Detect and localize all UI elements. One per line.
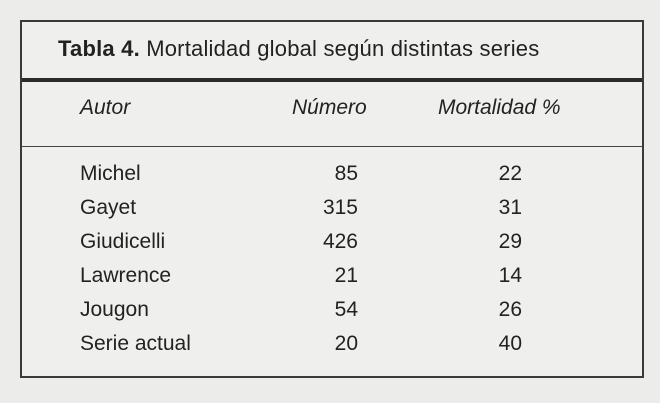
cell-number: 20 bbox=[334, 332, 358, 355]
table-row: Jougon 54 26 bbox=[22, 298, 642, 332]
cell-mortality: 40 bbox=[498, 332, 522, 355]
cell-number: 426 bbox=[322, 230, 358, 253]
cell-author: Lawrence bbox=[80, 264, 172, 287]
cell-mortality: 22 bbox=[498, 162, 522, 185]
cell-number: 54 bbox=[334, 298, 358, 321]
cell-author: Serie actual bbox=[80, 332, 191, 355]
table-row: Giudicelli 426 29 bbox=[22, 230, 642, 264]
table-row: Gayet 315 31 bbox=[22, 196, 642, 230]
header-number: Número bbox=[292, 96, 367, 119]
cell-author: Giudicelli bbox=[80, 230, 166, 253]
caption-text: Mortalidad global según distintas series bbox=[146, 36, 540, 61]
caption-label: Tabla 4. bbox=[58, 36, 140, 61]
cell-mortality: 26 bbox=[498, 298, 522, 321]
cell-author: Gayet bbox=[80, 196, 137, 219]
cell-number: 85 bbox=[334, 162, 358, 185]
cell-mortality: 14 bbox=[498, 264, 522, 287]
table-row: Serie actual 20 40 bbox=[22, 332, 642, 366]
cell-author: Jougon bbox=[80, 298, 149, 321]
table-row: Michel 85 22 bbox=[22, 162, 642, 196]
header-author: Autor bbox=[80, 96, 131, 119]
cell-mortality: 31 bbox=[498, 196, 522, 219]
header-divider bbox=[22, 146, 642, 147]
table-caption: Tabla 4. Mortalidad global según distint… bbox=[58, 36, 539, 62]
cell-mortality: 29 bbox=[498, 230, 522, 253]
table-row: Lawrence 21 14 bbox=[22, 264, 642, 298]
header-mortality: Mortalidad % bbox=[438, 96, 561, 119]
caption-divider bbox=[22, 78, 642, 82]
cell-number: 21 bbox=[334, 264, 358, 287]
cell-author: Michel bbox=[80, 162, 141, 185]
cell-number: 315 bbox=[322, 196, 358, 219]
data-table: Tabla 4. Mortalidad global según distint… bbox=[20, 20, 644, 378]
